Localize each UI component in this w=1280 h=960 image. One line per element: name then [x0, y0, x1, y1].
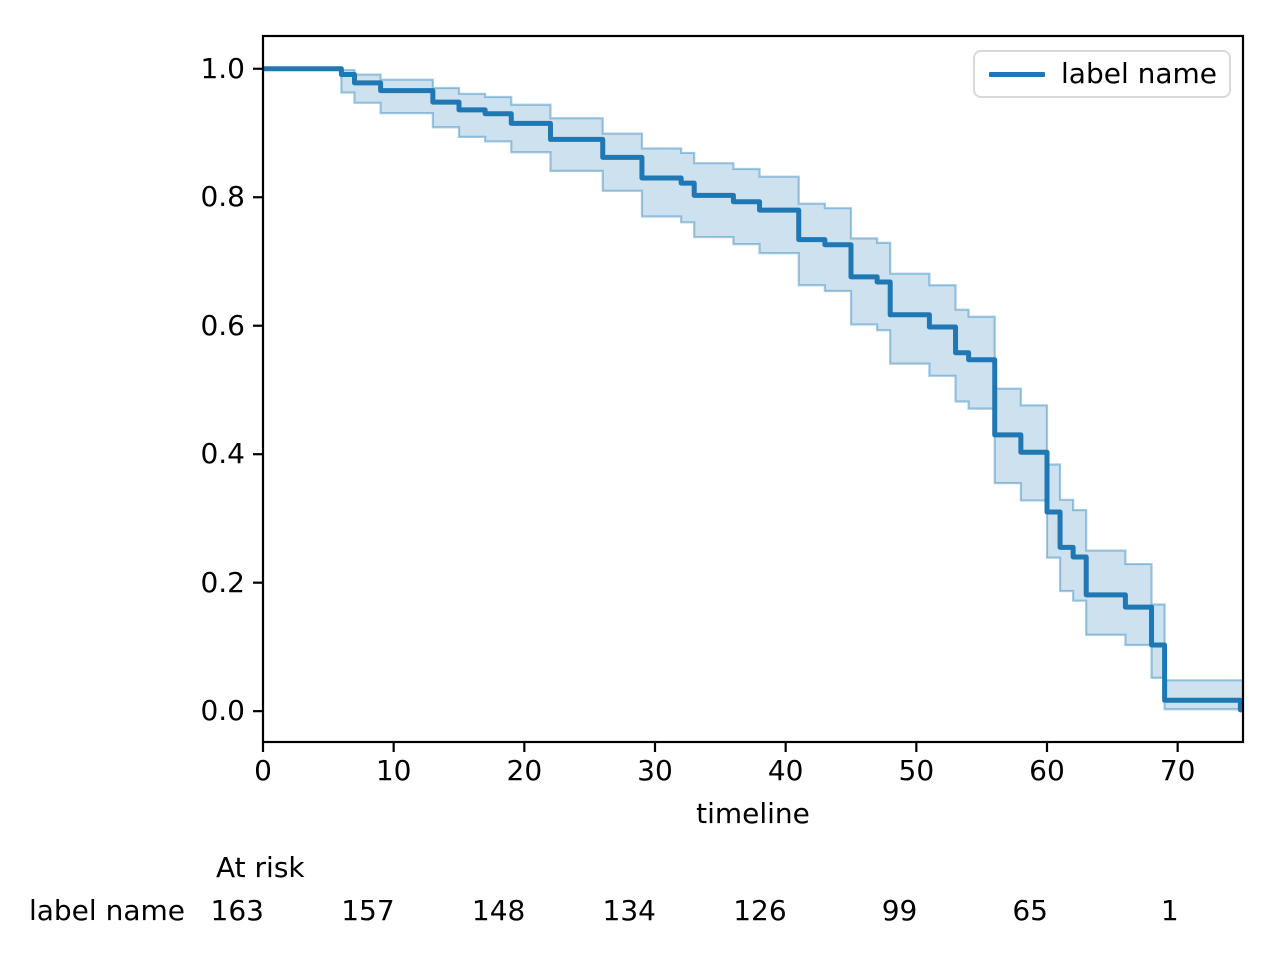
- at-risk-count: 134: [602, 894, 656, 927]
- at-risk-table-header: At risk: [216, 851, 305, 884]
- at-risk-count: 99: [881, 894, 918, 927]
- y-tick-label: 0.6: [200, 308, 245, 342]
- at-risk-row-label: label name: [28, 894, 185, 927]
- y-tick-label: 0.0: [200, 694, 245, 728]
- axes-spines-and-ticks: [253, 34, 1245, 752]
- at-risk-count: 126: [733, 894, 787, 927]
- y-tick-label: 0.4: [200, 437, 245, 471]
- at-risk-count: 148: [471, 894, 526, 927]
- x-tick-label: 70: [1159, 754, 1196, 787]
- survival-step-line: [263, 66, 1243, 713]
- at-risk-count: 1: [1160, 894, 1179, 927]
- legend-line-sample: [989, 71, 1045, 77]
- y-tick-label: 0.8: [200, 180, 245, 214]
- legend-entry-label: label name: [1061, 57, 1218, 90]
- x-tick-label: 60: [1029, 754, 1065, 787]
- confidence-band: [340, 68, 1245, 711]
- x-axis-label: timeline: [696, 797, 810, 830]
- y-tick-label: 0.2: [200, 565, 245, 599]
- x-tick-label: 0: [254, 754, 272, 787]
- x-tick-label: 40: [767, 754, 804, 787]
- x-tick-label: 30: [637, 754, 673, 787]
- at-risk-count: 157: [341, 894, 395, 927]
- x-tick-label: 50: [898, 754, 935, 787]
- x-tick-label: 10: [375, 754, 412, 787]
- y-tick-label: 1.0: [200, 51, 245, 85]
- at-risk-count: 65: [1012, 894, 1048, 927]
- legend-box: label name: [973, 50, 1231, 98]
- x-tick-label: 20: [506, 754, 543, 787]
- at-risk-count: 163: [210, 894, 264, 927]
